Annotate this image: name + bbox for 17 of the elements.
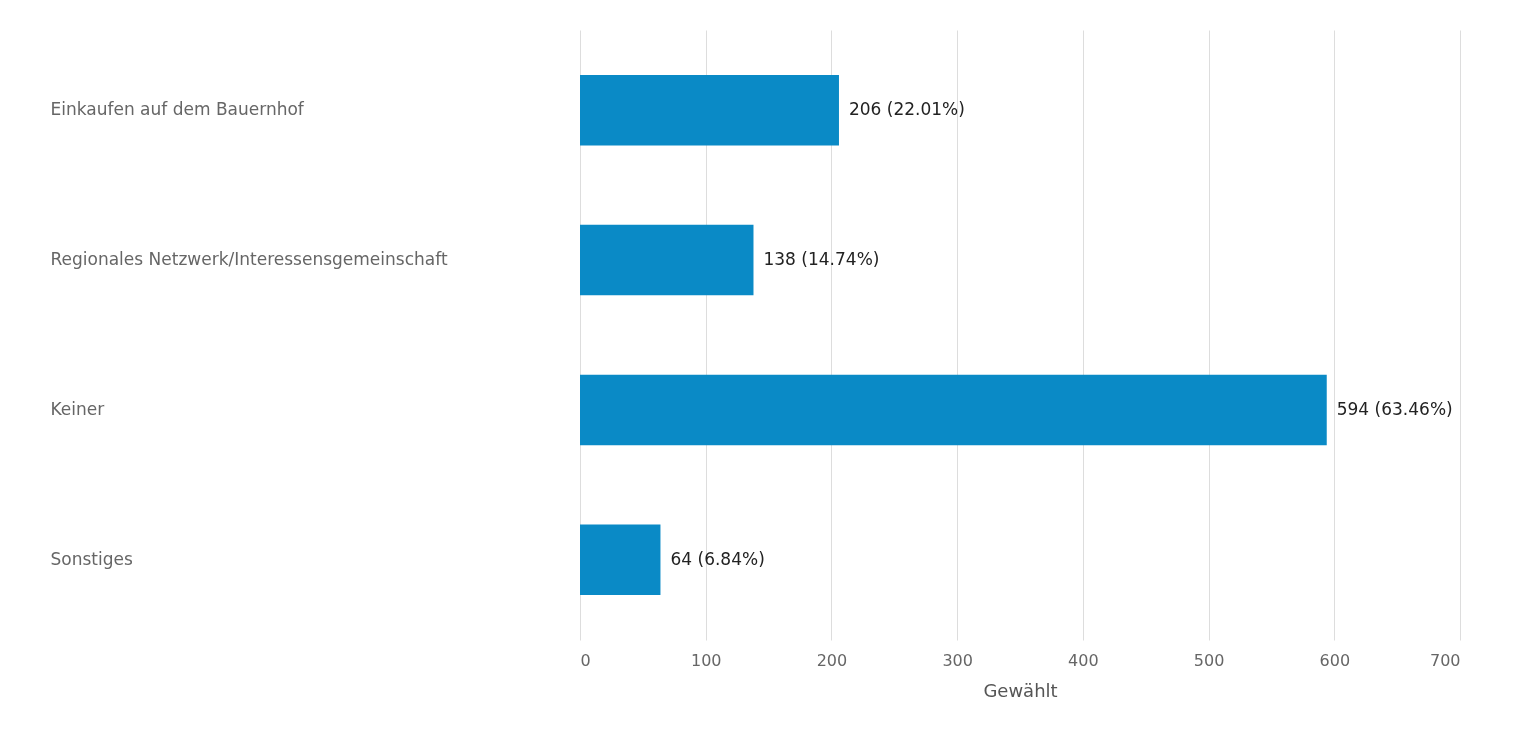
x-tick-label: 0 — [580, 650, 591, 670]
data-label: 64 (6.84%) — [670, 548, 765, 569]
x-tick-label: 600 — [1319, 650, 1351, 670]
x-tick-label: 100 — [690, 650, 722, 670]
y-tick-label: Einkaufen auf dem Bauernhof — [50, 99, 305, 120]
data-label: 138 (14.74%) — [763, 249, 880, 270]
x-tick-label: 300 — [942, 650, 973, 670]
x-tick-label: 400 — [1068, 650, 1099, 670]
x-tick-label: 200 — [816, 650, 848, 670]
y-tick-label: Regionales Netzwerk/Interessensgemeinschaft — [50, 249, 448, 270]
y-tick-label: Keiner — [50, 398, 105, 419]
x-tick-label: 500 — [1193, 650, 1225, 670]
x-axis-title: Gewählt — [983, 679, 1058, 701]
x-tick-label: 700 — [1429, 650, 1461, 670]
data-label: 206 (22.01%) — [848, 99, 965, 120]
y-tick-label: Sonstiges — [50, 548, 133, 569]
data-label: 594 (63.46%) — [1336, 398, 1453, 419]
